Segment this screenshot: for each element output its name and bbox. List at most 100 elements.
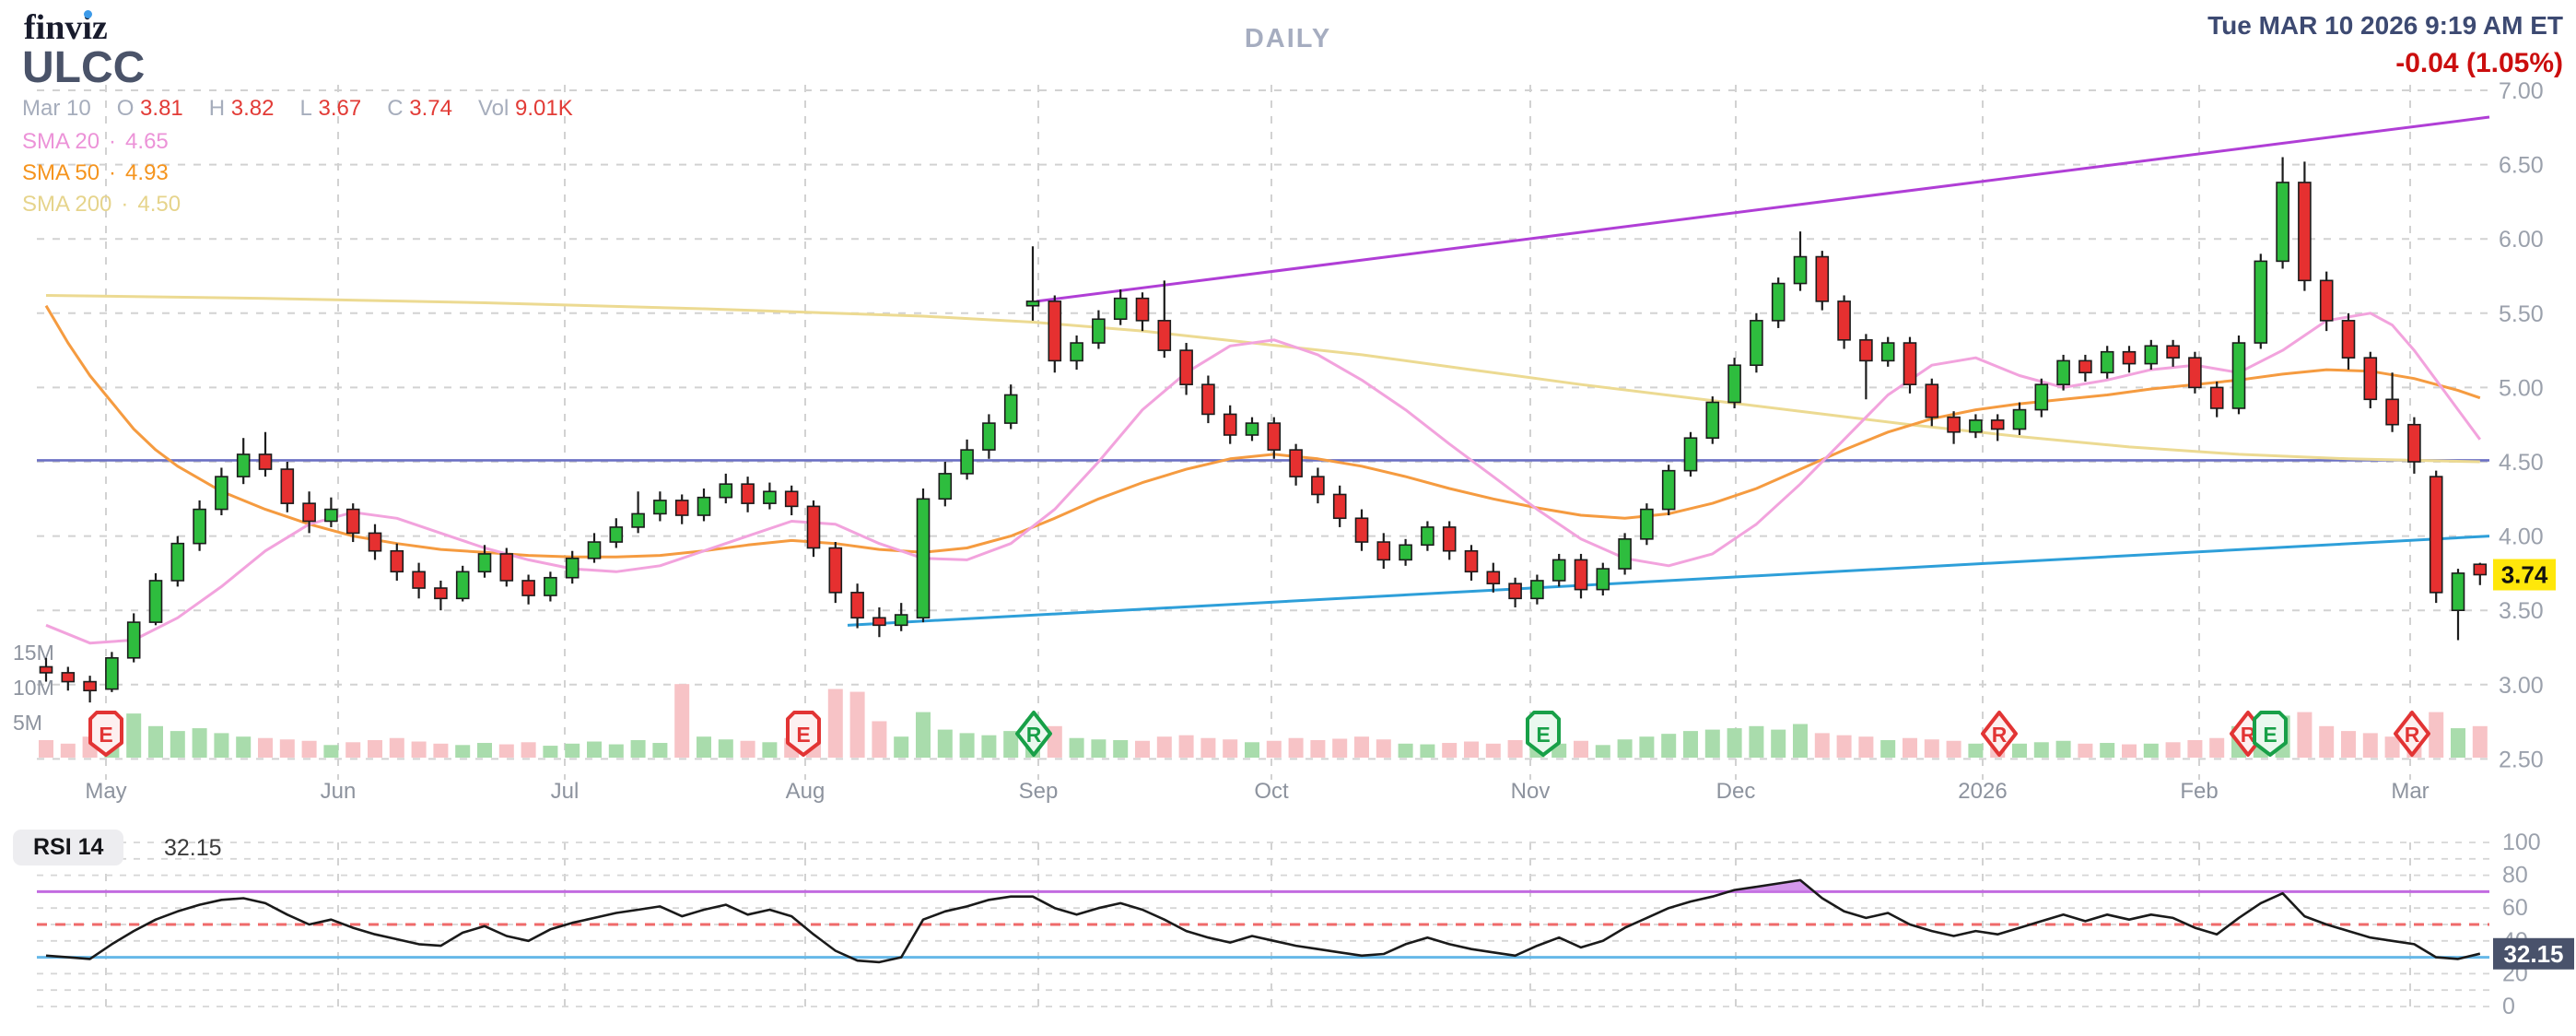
candle-bullish[interactable] xyxy=(1880,342,1895,362)
candle-bullish[interactable] xyxy=(2144,345,2159,365)
candle-bullish[interactable] xyxy=(324,508,338,523)
candle-bullish[interactable] xyxy=(2012,408,2027,430)
volume-bar[interactable] xyxy=(2451,728,2465,758)
candle-bearish[interactable] xyxy=(2407,423,2421,463)
volume-bar[interactable] xyxy=(1880,740,1896,758)
volume-bar[interactable] xyxy=(2209,737,2225,758)
volume-bar[interactable] xyxy=(916,712,931,758)
candle-bearish[interactable] xyxy=(1311,476,1325,496)
volume-bar[interactable] xyxy=(827,689,843,758)
volume-bar[interactable] xyxy=(2362,733,2378,758)
volume-bar[interactable] xyxy=(1661,734,1677,758)
event-badge-E[interactable]: E xyxy=(2253,711,2288,757)
candle-bullish[interactable] xyxy=(1092,318,1106,344)
volume-bar[interactable] xyxy=(1135,740,1150,758)
volume-bar[interactable] xyxy=(1749,725,1764,758)
volume-bar[interactable] xyxy=(1442,743,1458,758)
volume-bar[interactable] xyxy=(565,743,580,758)
candle-bearish[interactable] xyxy=(2319,279,2334,322)
volume-bar[interactable] xyxy=(1574,740,1588,758)
candle-bearish[interactable] xyxy=(1990,419,2005,430)
candle-bearish[interactable] xyxy=(1201,383,1215,416)
candle-bullish[interactable] xyxy=(1618,538,1632,570)
volume-bar[interactable] xyxy=(1595,745,1610,758)
rsi-line[interactable] xyxy=(45,878,2481,964)
candle-bearish[interactable] xyxy=(1048,300,1062,362)
candle-bullish[interactable] xyxy=(2451,572,2465,612)
candle-bearish[interactable] xyxy=(2363,357,2378,401)
candle-bearish[interactable] xyxy=(1135,297,1150,322)
volume-bar[interactable] xyxy=(1727,728,1742,758)
candle-bullish[interactable] xyxy=(653,500,667,515)
volume-bar[interactable] xyxy=(1288,737,1304,758)
volume-bar[interactable] xyxy=(236,736,252,758)
rsi-indicator-label[interactable]: RSI 14 xyxy=(13,830,124,865)
volume-bar[interactable] xyxy=(1003,731,1019,758)
candle-bullish[interactable] xyxy=(170,542,185,582)
candle-bearish[interactable] xyxy=(2166,345,2180,359)
candle-bearish[interactable] xyxy=(2078,359,2092,374)
volume-bar[interactable] xyxy=(1156,736,1172,758)
volume-bar[interactable] xyxy=(1310,740,1326,758)
candle-bearish[interactable] xyxy=(302,502,316,523)
candle-bullish[interactable] xyxy=(1793,255,1808,285)
candle-bullish[interactable] xyxy=(1705,401,1720,440)
volume-bar[interactable] xyxy=(170,731,185,758)
event-badge-R[interactable]: R xyxy=(1981,711,2018,757)
candle-bearish[interactable] xyxy=(2122,350,2137,365)
candles[interactable] xyxy=(39,157,2488,703)
volume-bar[interactable] xyxy=(148,725,163,758)
candle-bearish[interactable] xyxy=(2429,476,2443,594)
volume-bar[interactable] xyxy=(718,739,733,758)
volume-bar[interactable] xyxy=(2429,712,2444,758)
volume-bar[interactable] xyxy=(368,740,382,758)
candle-bullish[interactable] xyxy=(148,580,163,623)
event-badge-E[interactable]: E xyxy=(88,711,123,757)
candle-bearish[interactable] xyxy=(1223,413,1237,436)
candle-bullish[interactable] xyxy=(2056,359,2070,385)
candle-bullish[interactable] xyxy=(1750,320,1763,367)
candle-bearish[interactable] xyxy=(390,549,404,573)
support-trendline[interactable] xyxy=(847,535,2490,627)
volume-bar[interactable] xyxy=(608,744,624,758)
volume-bar[interactable] xyxy=(674,684,690,758)
candle-bearish[interactable] xyxy=(1947,416,1961,433)
volume-bar[interactable] xyxy=(762,742,778,758)
volume-bars[interactable] xyxy=(39,684,2488,758)
volume-bar[interactable] xyxy=(697,736,711,758)
candle-bearish[interactable] xyxy=(784,490,799,508)
candle-bullish[interactable] xyxy=(236,453,251,477)
candle-bearish[interactable] xyxy=(521,580,535,596)
candle-bearish[interactable] xyxy=(368,532,382,552)
volume-bar[interactable] xyxy=(1332,738,1348,758)
volume-bar[interactable] xyxy=(1683,731,1698,758)
candle-bearish[interactable] xyxy=(2341,320,2356,359)
sma50-line[interactable] xyxy=(44,304,2481,559)
volume-bar[interactable] xyxy=(2055,740,2071,758)
candle-bullish[interactable] xyxy=(1551,559,1566,582)
candle-bearish[interactable] xyxy=(1925,383,1939,418)
candle-bullish[interactable] xyxy=(1640,508,1654,540)
candle-bullish[interactable] xyxy=(2276,182,2289,263)
candle-bearish[interactable] xyxy=(1464,549,1479,573)
volume-bar[interactable] xyxy=(1507,740,1523,758)
candle-bullish[interactable] xyxy=(982,422,996,451)
candle-bullish[interactable] xyxy=(697,496,711,516)
candle-bearish[interactable] xyxy=(2209,386,2224,409)
volume-bar[interactable] xyxy=(1946,740,1961,758)
candle-bearish[interactable] xyxy=(412,571,426,589)
candle-bullish[interactable] xyxy=(1727,364,1741,404)
candle-bearish[interactable] xyxy=(258,453,273,470)
candle-bearish[interactable] xyxy=(1289,449,1303,477)
volume-bar[interactable] xyxy=(279,739,295,758)
volume-bar[interactable] xyxy=(2078,743,2093,758)
volume-bar[interactable] xyxy=(1836,735,1852,758)
candle-bullish[interactable] xyxy=(916,498,931,619)
volume-bar[interactable] xyxy=(1771,729,1786,758)
candle-bullish[interactable] xyxy=(1683,437,1698,472)
volume-bar[interactable] xyxy=(894,736,909,758)
volume-bar[interactable] xyxy=(345,742,361,758)
volume-bar[interactable] xyxy=(1485,743,1501,758)
